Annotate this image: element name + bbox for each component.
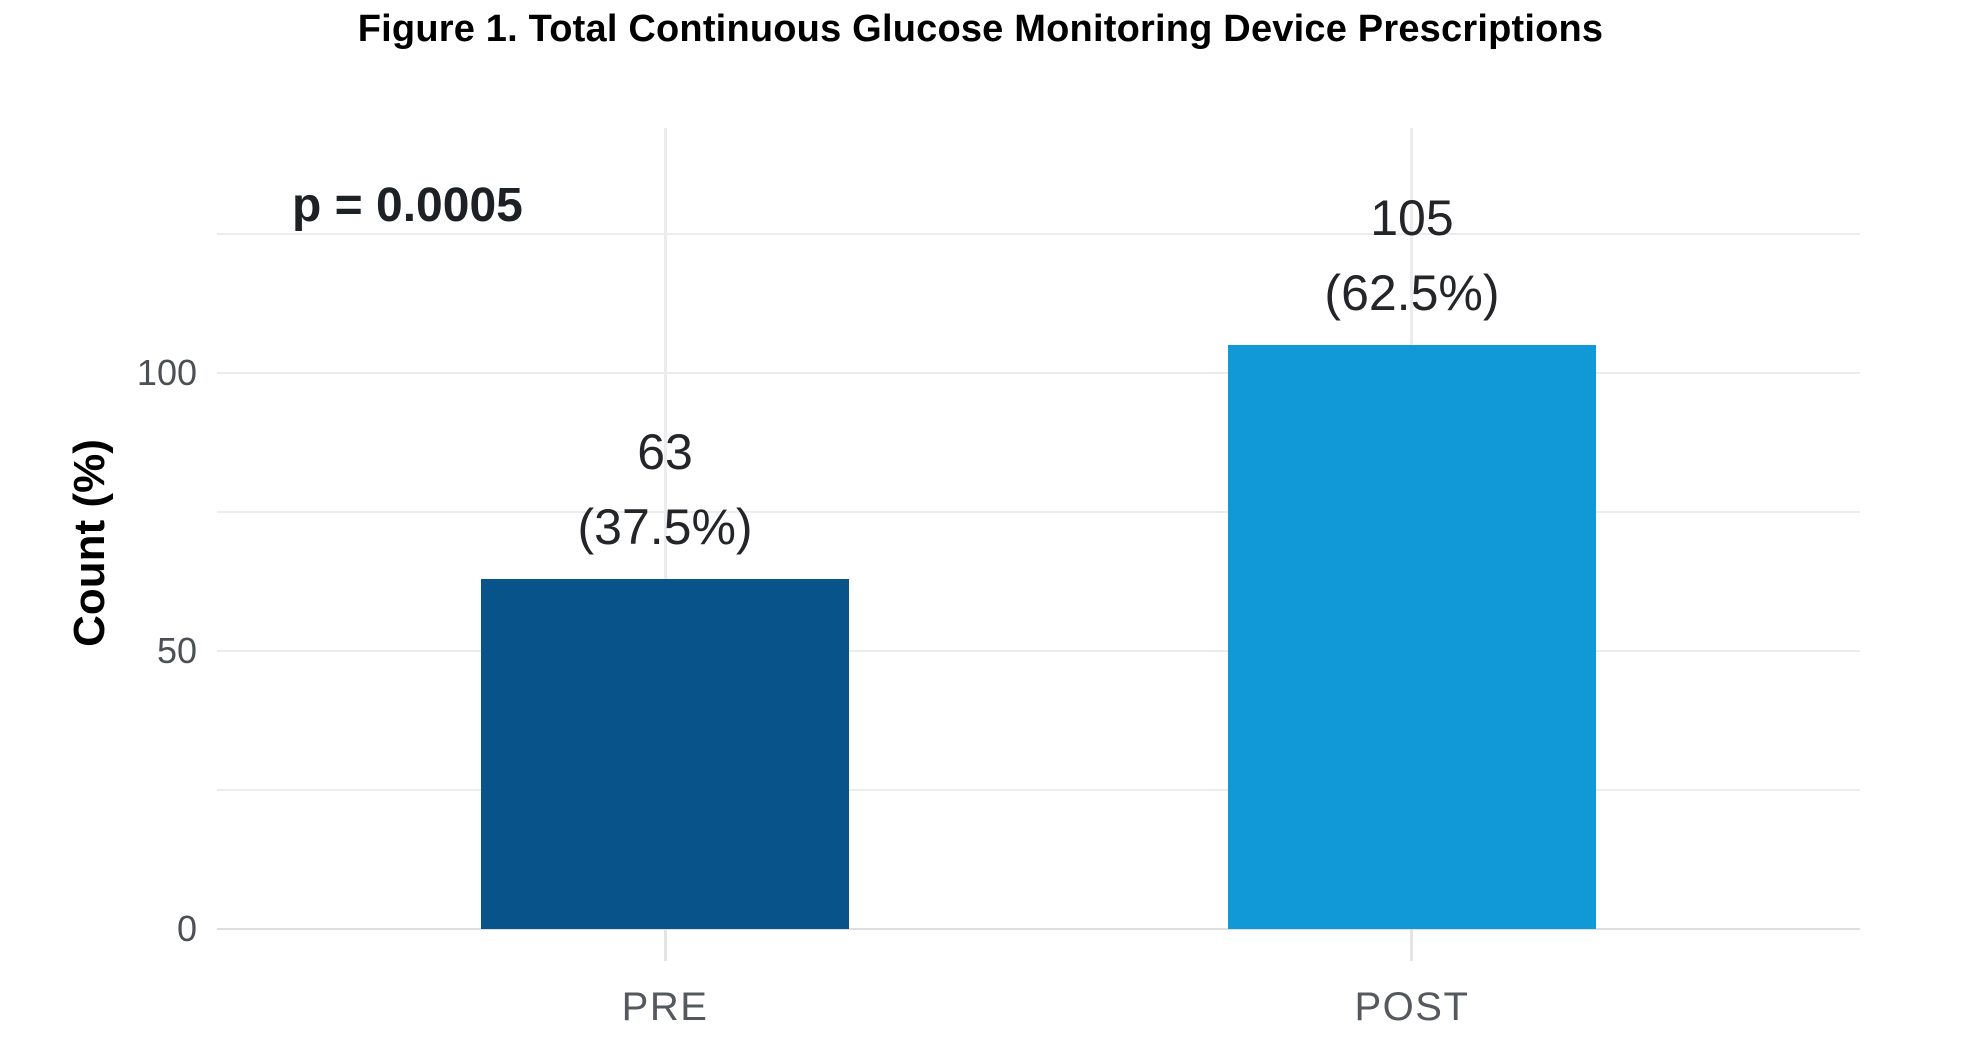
vertical-gridline	[663, 128, 667, 929]
horizontal-gridline	[217, 510, 1860, 513]
x-axis-tick-mark	[1410, 929, 1414, 961]
bar-pre	[481, 578, 850, 929]
bar-value-label: 63 (37.5%)	[577, 415, 752, 565]
y-axis-title: Count (%)	[65, 439, 114, 647]
horizontal-gridline	[217, 649, 1860, 652]
bar-percent-label: (62.5%)	[1324, 264, 1500, 321]
horizontal-gridline	[217, 232, 1860, 235]
bar-count-label: 63	[637, 423, 693, 480]
category-label-pre: PRE	[621, 985, 709, 1029]
bar-post	[1227, 344, 1596, 929]
p-value-annotation: p = 0.0005	[292, 179, 523, 232]
bar-percent-label: (37.5%)	[577, 498, 753, 555]
x-axis-line	[217, 928, 1860, 930]
y-tick-label: 0	[176, 908, 197, 949]
bar-count-label: 105	[1370, 189, 1454, 246]
y-tick-label: 100	[136, 351, 197, 393]
horizontal-gridline	[217, 371, 1860, 374]
chart-title: Figure 1. Total Continuous Glucose Monit…	[357, 8, 1604, 50]
plot-area: 63 (37.5%) 105 (62.5%)	[217, 128, 1860, 961]
horizontal-gridline	[217, 788, 1860, 791]
bar-value-label: 105 (62.5%)	[1324, 181, 1499, 331]
y-tick-label: 50	[156, 629, 197, 671]
x-axis-tick-mark	[663, 929, 667, 961]
category-label-post: POST	[1354, 985, 1470, 1029]
